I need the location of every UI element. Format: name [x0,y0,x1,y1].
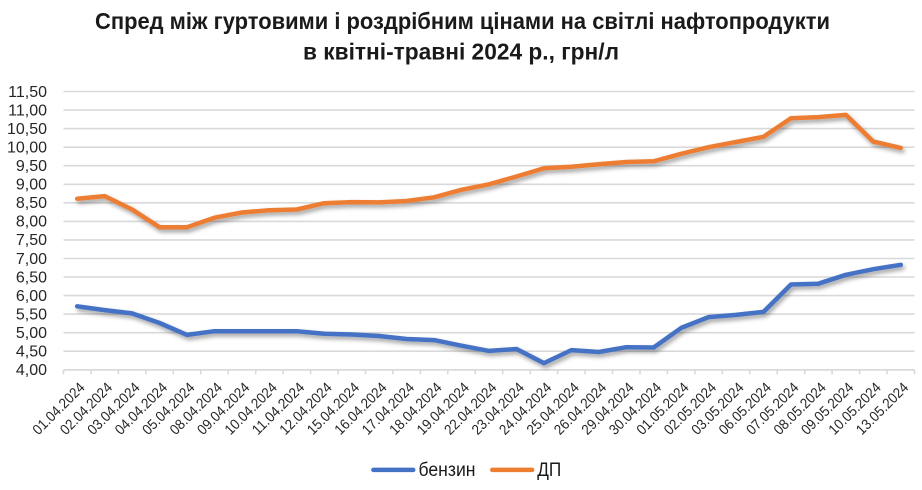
svg-text:4,00: 4,00 [16,362,47,379]
svg-text:5,50: 5,50 [16,306,47,323]
svg-text:9,00: 9,00 [16,177,47,194]
svg-text:в квітні-травні 2024 р., грн/л: в квітні-травні 2024 р., грн/л [303,39,619,65]
svg-text:11,50: 11,50 [8,84,47,101]
svg-text:ДП: ДП [537,460,561,481]
svg-text:10,00: 10,00 [7,140,47,157]
svg-text:Спред між гуртовими і роздрібн: Спред між гуртовими і роздрібним цінами … [95,8,830,34]
svg-text:8,00: 8,00 [16,214,47,231]
svg-text:9,50: 9,50 [16,158,47,175]
svg-text:7,00: 7,00 [16,251,47,268]
svg-text:7,50: 7,50 [16,232,47,249]
svg-text:6,00: 6,00 [16,288,47,305]
svg-text:8,50: 8,50 [16,195,47,212]
svg-text:11,00: 11,00 [8,102,47,119]
svg-text:4,50: 4,50 [16,344,47,361]
svg-text:6,50: 6,50 [16,269,47,286]
svg-text:10,50: 10,50 [7,121,47,138]
svg-text:5,00: 5,00 [16,325,47,342]
svg-text:бензин: бензин [419,460,476,481]
